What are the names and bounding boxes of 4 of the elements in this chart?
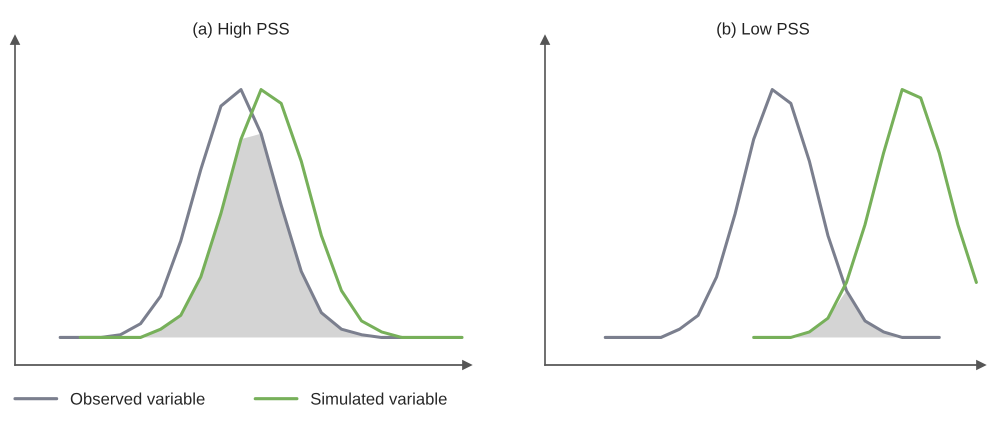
chart-title: (b) Low PSS xyxy=(717,22,810,38)
legend-label: Simulated variable xyxy=(311,392,447,405)
chart-title: (a) High PSS xyxy=(193,22,289,38)
legend-label: Observed variable xyxy=(70,392,205,405)
